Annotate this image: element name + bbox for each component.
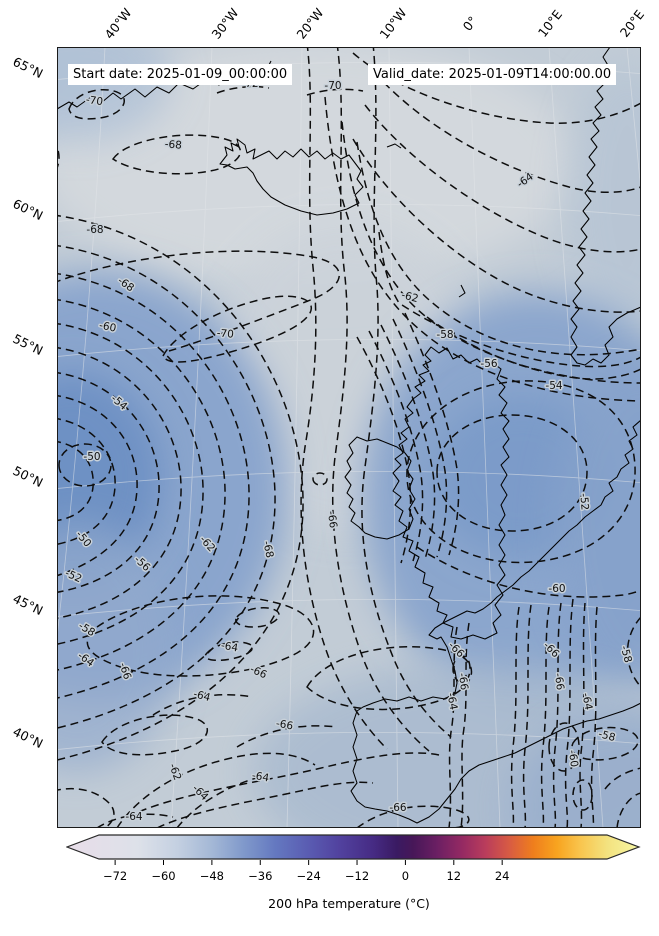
map-svg: -72-70-70-68-68-68-60-70-54-50-50-52-56-… [57,47,641,828]
colorbar-tick-label: 24 [495,869,510,883]
contour-label: -70 [324,80,341,92]
contour-label: -60 [548,583,565,595]
colorbar-tick-label: −48 [200,869,224,883]
contour-label: -60 [98,319,117,334]
map-canvas: -72-70-70-68-68-68-60-70-54-50-50-52-56-… [57,47,641,828]
contour-label: -66 [552,672,566,691]
contour-label: -52 [577,493,590,511]
contour-label: -60 [566,749,580,768]
colorbar-gradient-bar [66,834,641,860]
colorbar: −72 −60 −48 −36 −24 −12 0 12 24 [66,834,641,883]
contour-label: -66 [275,718,294,733]
contour-label: -54 [545,380,562,392]
colorbar-ticks: −72 −60 −48 −36 −24 −12 0 12 24 [103,860,510,883]
contour-label: -64 [580,692,595,711]
lon-tick-label: 10°W [376,5,410,42]
contour-label: -68 [260,540,275,559]
contour-label: -64 [251,770,270,785]
contour-lines [57,47,641,828]
lon-tick-label: 20°W [293,5,327,42]
coast-iceland [219,138,364,216]
coast-shetland [458,284,466,298]
start-date-box: Start date: 2025-01-09_00:00:00 [68,64,293,85]
colorbar-label: 200 hPa temperature (°C) [268,896,430,911]
contour-label: -66 [325,510,339,529]
lat-tick-label: 60°N [10,195,46,224]
colorbar-tick-label: −60 [151,869,175,883]
contour-label: -66 [456,672,470,691]
contour-label: -50 [83,451,100,463]
lon-tick-label: 20°E [616,7,648,40]
contour-label: -66 [389,802,406,814]
lat-tick-label: 55°N [10,330,46,359]
contour-label: -56 [480,358,497,370]
colorbar-tick-label: −12 [345,869,369,883]
lat-tick-label: 50°N [10,462,46,491]
colorbar-tick-label: −24 [297,869,321,883]
colorbar-tick-label: 0 [402,869,409,883]
lat-tick-label: 40°N [10,723,46,752]
contour-label: -64 [125,811,142,823]
contour-label: -58 [436,329,453,341]
colorbar-tick-label: −36 [248,869,272,883]
temperature-shading [57,47,641,828]
lat-tick-label: 65°N [10,53,46,82]
contour-label: -68 [86,224,103,236]
lon-tick-label: 40°W [101,5,135,42]
contour-label: -70 [216,327,234,340]
coast-faroe [386,143,402,149]
graticule [57,47,641,828]
lon-tick-label: 0° [459,13,481,34]
contour-label: -64 [220,640,239,655]
valid-date-box: Valid_date: 2025-01-09T14:00:00.00 [368,64,617,85]
lon-tick-label: 30°W [208,5,242,42]
lon-tick-label: 10°E [534,7,566,40]
contour-label: -68 [164,138,182,151]
contour-label: -64 [445,692,460,711]
coast-continent [350,419,641,824]
axes-frame [57,47,641,828]
colorbar-tick-label: −72 [103,869,127,883]
colorbar-tick-label: 12 [446,869,461,883]
lat-tick-label: 45°N [10,590,46,619]
contour-label: -70 [85,94,104,108]
contour-labels: -72-70-70-68-68-68-60-70-54-50-50-52-56-… [61,77,635,825]
coast-ireland [344,436,416,540]
